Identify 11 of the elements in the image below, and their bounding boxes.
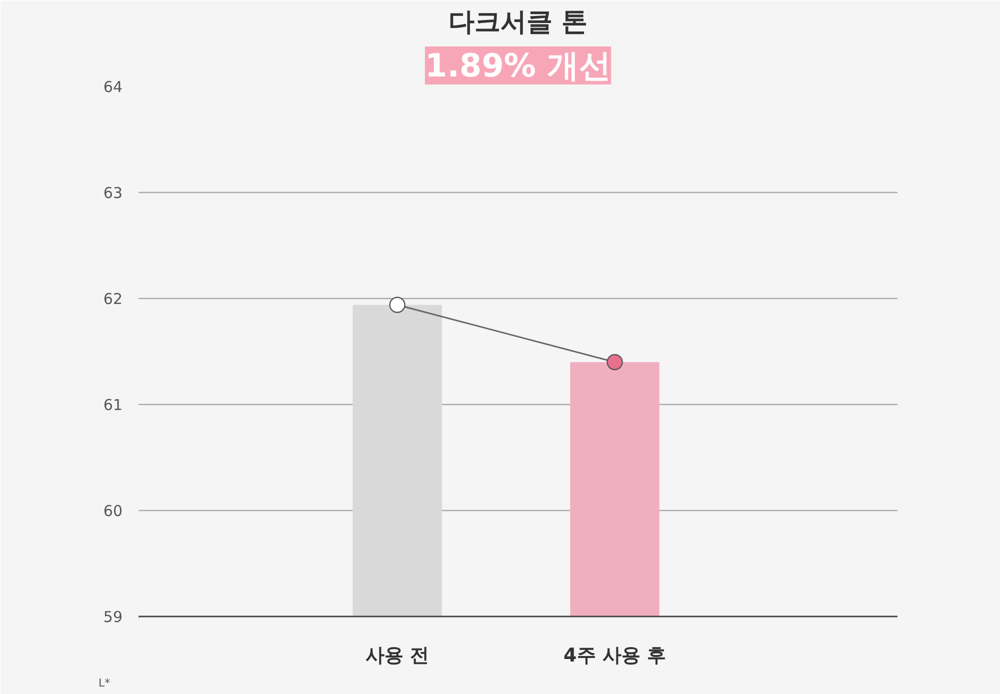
y-axis-title: L* bbox=[98, 676, 111, 690]
y-tick-label: 60 bbox=[103, 502, 123, 520]
y-tick-label: 64 bbox=[103, 78, 123, 96]
y-tick-label: 63 bbox=[103, 184, 123, 202]
x-tick-label: 사용 전 bbox=[365, 644, 430, 666]
x-tick-label: 4주 사용 후 bbox=[564, 644, 666, 666]
y-tick-label: 61 bbox=[103, 396, 123, 414]
y-tick-label: 62 bbox=[103, 290, 123, 308]
y-tick-label: 59 bbox=[103, 608, 123, 626]
chart-title: 다크서클 톤 bbox=[448, 8, 588, 38]
text: 1.89% 개선 bbox=[424, 46, 612, 84]
